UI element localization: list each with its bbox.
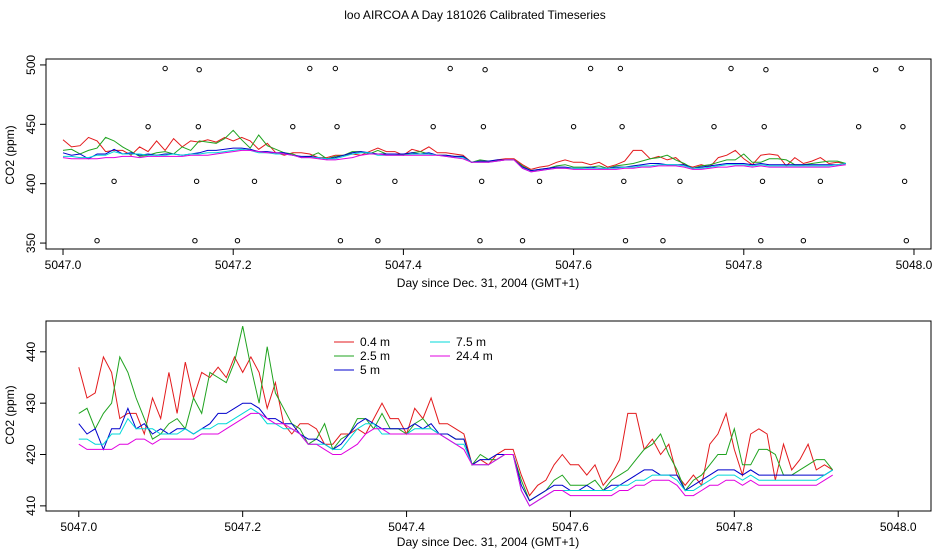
bottom-x-axis: 5047.0 5047.2 5047.4 5047.6 5047.8 5048.0	[60, 511, 917, 534]
bottom-y-tick-label: 410	[24, 496, 38, 516]
top-plot-frame	[45, 58, 932, 250]
bottom-plot-frame	[45, 320, 932, 512]
bottom-x-tick-label: 5047.8	[716, 520, 753, 534]
top-x-axis: 5047.0 5047.2 5047.4 5047.6 5047.8 5048.0	[45, 249, 933, 272]
top-x-tick-label: 5047.0	[45, 258, 82, 272]
top-y-axis: 350 400 450 500	[24, 55, 46, 253]
bottom-x-tick-label: 5048.0	[880, 520, 917, 534]
outlier-point	[758, 237, 764, 244]
outlier-point	[660, 237, 666, 244]
top-outlier-points	[94, 65, 910, 244]
bottom-series-24-4-mm	[78, 412, 833, 507]
top-y-tick-label: 350	[24, 233, 38, 253]
top-series-24-4-mm	[62, 149, 846, 173]
outlier-point	[193, 178, 200, 185]
top-x-tick-label: 5047.6	[555, 258, 592, 272]
bottom-x-tick-label: 5047.6	[552, 520, 589, 534]
bottom-x-tick-label: 5047.0	[60, 520, 97, 534]
outlier-point	[536, 178, 543, 185]
top-x-tick-label: 5048.0	[896, 258, 933, 272]
legend-label: 24.4 m	[456, 349, 493, 363]
top-y-tick-label: 400	[24, 173, 38, 193]
outlier-point	[622, 237, 629, 244]
bottom-x-tick-label: 5047.2	[224, 520, 261, 534]
outlier-point	[759, 178, 766, 185]
legend: 0.4 m2.5 m5 m 7.5 m24.4 m	[334, 335, 493, 377]
outlier-point	[621, 178, 627, 185]
bottom-series-0-4-mm	[78, 355, 833, 497]
legend-label: 0.4 m	[360, 335, 390, 349]
outlier-point	[855, 123, 862, 130]
bottom-y-tick-label: 430	[24, 393, 38, 413]
outlier-point	[234, 237, 241, 244]
outlier-point	[307, 65, 313, 72]
page-title: loo AIRCOA A Day 181026 Calibrated Times…	[344, 8, 606, 22]
outlier-point	[196, 66, 202, 73]
top-series-lines	[62, 129, 847, 173]
outlier-point	[519, 237, 526, 244]
outlier-point	[477, 237, 483, 244]
bottom-y-tick-label: 420	[24, 444, 38, 464]
outlier-point	[251, 178, 258, 185]
outlier-point	[195, 123, 202, 130]
outlier-point	[619, 123, 625, 130]
outlier-point	[817, 178, 824, 185]
outlier-point	[478, 178, 485, 185]
bottom-x-axis-title: Day since Dec. 31, 2004 (GMT+1)	[397, 535, 579, 549]
top-panel: 5047.0 5047.2 5047.4 5047.6 5047.8 5048.0 350…	[3, 55, 933, 290]
outlier-point	[901, 178, 908, 185]
outlier-point	[145, 123, 151, 130]
top-y-axis-title: CO2 (ppm)	[3, 125, 17, 184]
bottom-y-tick-label: 440	[24, 341, 38, 361]
bottom-series-7-5-mm	[78, 407, 833, 507]
top-x-tick-label: 5047.4	[385, 258, 422, 272]
outlier-point	[480, 123, 487, 130]
outlier-point	[334, 123, 340, 130]
outlier-point	[570, 123, 577, 130]
outlier-point	[94, 237, 100, 244]
top-series-0-4-mm	[62, 136, 846, 170]
outlier-point	[392, 178, 398, 185]
outlier-point	[763, 66, 769, 73]
bottom-series-5-mm	[78, 402, 833, 502]
top-series-7-5-mm	[63, 148, 846, 173]
outlier-point	[711, 123, 717, 130]
outlier-point	[617, 65, 624, 72]
outlier-point	[761, 123, 767, 130]
legend-label: 2.5 m	[360, 349, 390, 363]
legend-label: 7.5 m	[456, 335, 486, 349]
bottom-panel: 5047.0 5047.2 5047.4 5047.6 5047.8 5048.0 410…	[3, 320, 932, 549]
bottom-x-tick-label: 5047.4	[388, 520, 425, 534]
outlier-point	[898, 65, 904, 72]
outlier-point	[800, 237, 807, 244]
outlier-point	[337, 237, 344, 244]
outlier-point	[587, 65, 594, 72]
top-x-tick-label: 5047.8	[725, 258, 762, 272]
outlier-point	[290, 123, 296, 130]
outlier-point	[447, 65, 453, 72]
legend-label: 5 m	[360, 363, 380, 377]
top-x-axis-title: Day since Dec. 31, 2004 (GMT+1)	[397, 276, 579, 290]
outlier-point	[162, 65, 168, 72]
outlier-point	[375, 237, 381, 244]
outlier-point	[872, 66, 879, 73]
outlier-point	[482, 66, 488, 73]
outlier-point	[903, 237, 910, 244]
outlier-point	[192, 237, 198, 244]
outlier-point	[677, 178, 683, 185]
top-y-tick-label: 450	[24, 114, 38, 134]
top-x-tick-label: 5047.2	[215, 258, 252, 272]
top-y-tick-label: 500	[24, 55, 38, 75]
outlier-point	[336, 178, 342, 185]
outlier-point	[430, 123, 436, 130]
outlier-point	[111, 178, 117, 185]
outlier-point	[728, 65, 734, 72]
bottom-y-axis-title: CO2 (ppm)	[3, 385, 17, 444]
bottom-series-lines	[78, 325, 834, 507]
outlier-point	[332, 65, 339, 72]
bottom-y-axis: 410 420 430 440	[24, 341, 46, 516]
outlier-point	[900, 123, 906, 130]
